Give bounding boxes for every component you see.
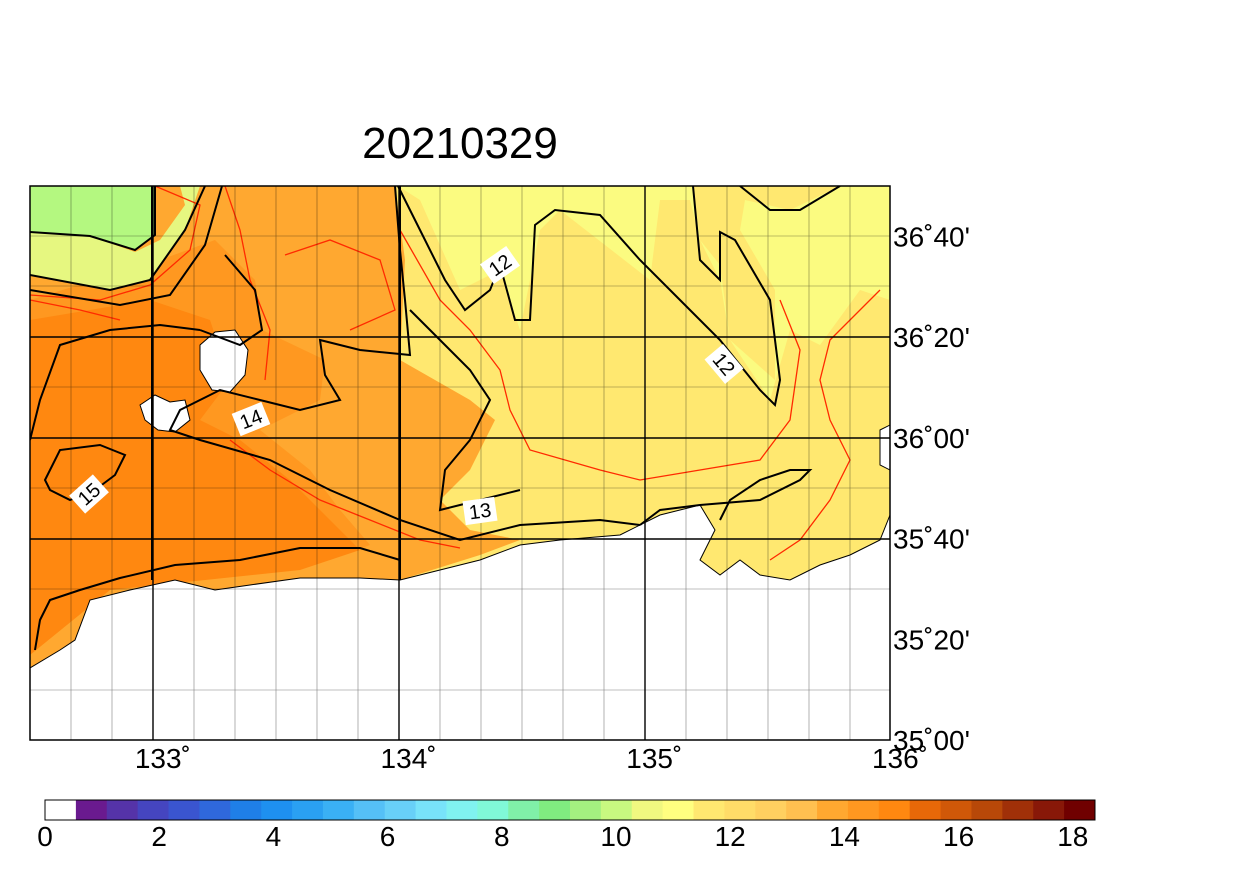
colorbar-tick-label: 4: [266, 821, 282, 852]
lon-tick-label: 133˚: [135, 743, 191, 774]
lon-tick-label: 135˚: [626, 743, 682, 774]
colorbar-swatch: [292, 800, 324, 820]
colorbar-tick-label: 14: [829, 821, 860, 852]
graticule: [30, 186, 890, 740]
colorbar: [44, 799, 1096, 821]
colorbar-swatch: [755, 800, 787, 820]
colorbar-tick-label: 2: [151, 821, 167, 852]
colorbar-swatch: [230, 800, 262, 820]
lat-tick-label: 35˚00': [893, 725, 970, 756]
colorbar-labels: 0 2 4 6 8 10 12 14 16 18: [37, 821, 1088, 852]
colorbar-swatch: [724, 800, 756, 820]
colorbar-swatch: [106, 800, 139, 820]
colorbar-swatch: [600, 800, 633, 820]
land-oki-dogo: [199, 329, 249, 393]
colorbar-swatch: [508, 800, 540, 820]
colorbar-swatch: [631, 800, 664, 820]
map-frame: [29, 185, 891, 741]
colorbar-swatch: [786, 800, 818, 820]
colorbar-tick-label: 18: [1057, 821, 1088, 852]
colorbar-swatch: [477, 800, 509, 820]
land-east-edge: [879, 424, 890, 471]
colorbar-swatch: [384, 800, 417, 820]
colorbar-swatch: [446, 800, 478, 820]
colorbar-swatch: [261, 800, 293, 820]
colorbar-tick-label: 12: [715, 821, 746, 852]
colorbar-swatch: [75, 800, 108, 820]
colorbar-swatch: [662, 800, 695, 820]
colorbar-swatch: [137, 800, 170, 820]
lat-tick-label: 36˚20': [893, 322, 970, 353]
lat-tick-label: 36˚00': [893, 423, 970, 454]
colorbar-swatch: [168, 800, 200, 820]
colorbar-swatch: [1002, 800, 1034, 820]
map-title: 20210329: [362, 119, 558, 168]
sst-field-12-5-tongue-a: [693, 186, 840, 380]
colorbar-tick-label: 16: [943, 821, 974, 852]
colorbar-swatch: [1064, 800, 1096, 820]
lon-tick-label: 136˚: [872, 743, 928, 774]
colorbar-swatch: [817, 800, 849, 820]
lon-tick-label: 134˚: [381, 743, 437, 774]
colorbar-swatch: [570, 800, 602, 820]
colorbar-swatch: [45, 800, 77, 820]
colorbar-swatch: [539, 800, 571, 820]
colorbar-swatch: [847, 800, 880, 820]
lat-tick-label: 35˚20': [893, 624, 970, 655]
graticule-major: [30, 186, 890, 740]
colorbar-swatch: [353, 800, 386, 820]
lat-tick-label: 36˚40': [893, 221, 970, 252]
colorbar-swatch: [909, 800, 942, 820]
colorbar-swatch: [878, 800, 911, 820]
colorbar-frame: [44, 799, 1096, 821]
sst-field-11-5: [30, 186, 200, 290]
colorbar-tick-label: 6: [380, 821, 396, 852]
colorbar-swatch: [1033, 800, 1065, 820]
longitude-labels: 133˚ 134˚ 135˚ 136˚: [135, 743, 928, 774]
colorbar-swatch: [971, 800, 1003, 820]
colorbar-swatch: [322, 800, 355, 820]
latitude-labels: 36˚40' 36˚20' 36˚00' 35˚40' 35˚20' 35˚00': [893, 221, 970, 756]
colorbar-tick-label: 8: [494, 821, 510, 852]
contour-label-13: 13: [468, 500, 493, 525]
lat-tick-label: 35˚40': [893, 524, 970, 555]
colorbar-swatch: [693, 800, 725, 820]
colorbar-tick-label: 0: [37, 821, 53, 852]
colorbar-swatch: [940, 800, 972, 820]
contour-labels: 12 12 14 15 13: [69, 245, 744, 526]
map-area: 12 12 14 15 13: [29, 185, 891, 741]
colorbar-swatch: [415, 800, 447, 820]
colorbar-tick-label: 10: [600, 821, 631, 852]
colorbar-swatch: [199, 800, 231, 820]
land-honshu: [30, 504, 890, 740]
sst-field-15-5: [30, 300, 360, 655]
